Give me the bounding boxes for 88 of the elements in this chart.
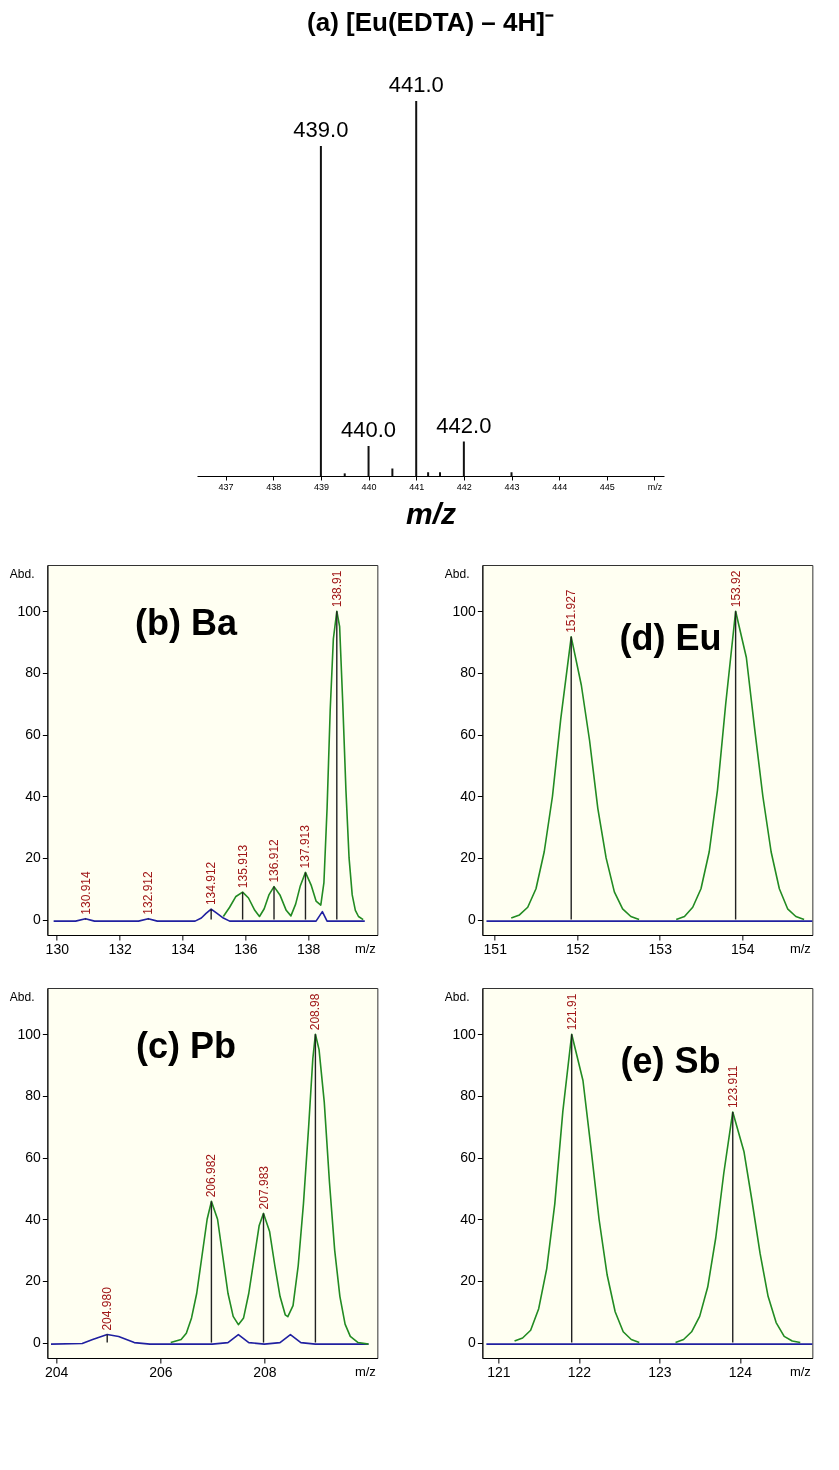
- annotation: 138.91: [329, 570, 344, 608]
- bar: [415, 101, 418, 476]
- text: (e) Sb: [620, 1040, 721, 1081]
- y-tick-label: 60: [460, 726, 477, 743]
- x-tick-label: 138: [297, 940, 321, 957]
- annotation: 441.0: [388, 72, 444, 97]
- y-tick-label: 100: [17, 602, 42, 619]
- y-tick-label: 0: [468, 1334, 477, 1351]
- x-tick-label: 130: [45, 940, 70, 957]
- annotation: 123.911: [725, 1065, 740, 1108]
- y-tick-label: 0: [468, 911, 477, 928]
- x-tick-label: 445: [599, 481, 615, 492]
- annotation: 151.927: [564, 589, 579, 633]
- y-tick-label: 20: [25, 1272, 42, 1289]
- x-tick-label: 124: [728, 1363, 753, 1380]
- annotation: 135.913: [235, 844, 250, 889]
- y-tick-label: 60: [25, 726, 42, 743]
- annotation: 130.914: [78, 870, 93, 915]
- x-tick-label: 443: [504, 481, 520, 492]
- annotation: 153.92: [728, 570, 743, 608]
- x-tick-label: 151: [483, 940, 508, 957]
- x-tick-label: m/z: [647, 481, 663, 492]
- x-tick-label: 440: [361, 481, 377, 492]
- y-axis-title: Abd.: [444, 566, 470, 581]
- y-tick-label: 80: [25, 1087, 42, 1104]
- y-tick-label: 100: [452, 1025, 477, 1042]
- bar: [391, 468, 394, 476]
- y-tick-label: 0: [33, 1334, 42, 1351]
- bar: [510, 472, 513, 476]
- bar: [427, 472, 430, 476]
- bar: [367, 446, 370, 476]
- bar: [319, 146, 322, 476]
- x-tick-label: 437: [218, 481, 234, 492]
- y-tick-label: 100: [17, 1025, 42, 1042]
- x-tick-label: 132: [108, 940, 133, 957]
- y-tick-label: 20: [460, 1272, 477, 1289]
- y-tick-label: 60: [25, 1149, 42, 1166]
- annotation: 134.912: [204, 861, 219, 906]
- x-tick-label: 204: [45, 1363, 69, 1380]
- y-tick-label: 40: [460, 787, 477, 804]
- x-tick-label: 123: [648, 1363, 672, 1380]
- y-tick-label: 80: [460, 664, 477, 681]
- x-tick-label: 121: [487, 1363, 511, 1380]
- annotation: 207.983: [256, 1165, 271, 1210]
- bar: [439, 472, 442, 476]
- text: (c) Pb: [135, 1025, 236, 1067]
- y-tick-label: 80: [25, 664, 42, 681]
- annotation: 440.0: [341, 417, 397, 442]
- annotation: 439.0: [293, 117, 349, 142]
- text: (d) Eu: [619, 617, 722, 658]
- annotation: 137.913: [298, 824, 313, 869]
- x-tick-label: 442: [456, 481, 472, 492]
- y-axis-title: Abd.: [444, 989, 470, 1004]
- text: (b) Ba: [134, 602, 238, 644]
- bar: [343, 473, 346, 476]
- line-series: [50, 1333, 370, 1345]
- y-tick-label: 0: [33, 911, 42, 928]
- annotation: 208.98: [308, 993, 323, 1031]
- x-tick-label: 441: [409, 481, 425, 492]
- annotation: 442.0: [436, 412, 492, 438]
- y-tick-label: 20: [460, 849, 477, 866]
- y-tick-label: 40: [460, 1210, 477, 1227]
- x-tick-label: 153: [648, 940, 673, 957]
- y-tick-label: 40: [25, 1210, 42, 1227]
- y-tick-label: 60: [460, 1149, 477, 1166]
- x-tick-label: 439: [313, 481, 329, 492]
- annotation: 132.912: [141, 870, 156, 915]
- y-axis-title: Abd.: [9, 989, 35, 1004]
- chart-title: (a) [Eu(EDTA) – 4H]⁻: [307, 7, 554, 37]
- x-tick-label: 438: [266, 481, 282, 492]
- x-tick-label: 152: [566, 940, 590, 957]
- annotation: 136.912: [267, 838, 282, 883]
- x-tick-label: 444: [552, 481, 568, 492]
- x-tick-label: 154: [731, 940, 755, 957]
- y-tick-label: 20: [25, 849, 42, 866]
- x-tick-label: 206: [149, 1363, 173, 1380]
- bar: [462, 441, 465, 476]
- annotation: 204.980: [100, 1286, 115, 1331]
- y-tick-label: 40: [25, 787, 42, 804]
- x-tick-label: 134: [171, 940, 195, 957]
- x-tick-label: 208: [253, 1363, 277, 1380]
- annotation: 121.91: [564, 993, 579, 1031]
- x-tick-label: 122: [567, 1363, 592, 1380]
- y-tick-label: 80: [460, 1087, 477, 1104]
- annotation: 206.982: [204, 1153, 219, 1198]
- x-tick-label: 136: [234, 940, 258, 957]
- y-tick-label: 100: [452, 602, 477, 619]
- y-axis-title: Abd.: [9, 566, 35, 581]
